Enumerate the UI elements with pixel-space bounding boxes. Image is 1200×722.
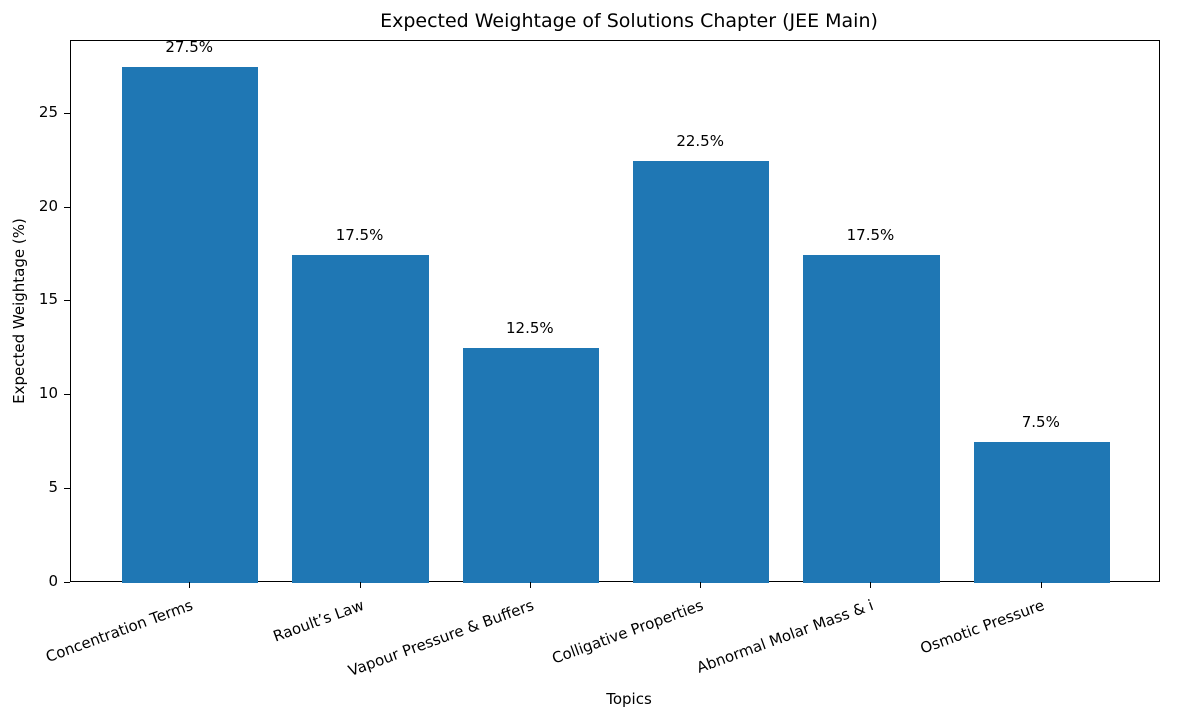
bar [803, 254, 940, 583]
x-tick [359, 582, 361, 588]
bar [122, 66, 259, 583]
y-tick-label: 25 [38, 102, 58, 121]
bar [633, 160, 770, 583]
x-tick-label: Concentration Terms [43, 596, 196, 666]
x-tick-label: Abnormal Molar Mass & i [694, 596, 877, 677]
y-tick-label: 0 [48, 572, 58, 590]
x-axis-title: Topics [606, 690, 652, 708]
x-tick-label: Vapour Pressure & Buffers [345, 596, 537, 680]
bar-value-label: 7.5% [1021, 413, 1060, 432]
y-tick-label: 15 [38, 290, 58, 309]
y-tick [64, 582, 70, 583]
bar [292, 254, 429, 583]
y-tick [64, 112, 70, 114]
x-tick [189, 582, 191, 588]
x-tick-label: Raoult’s Law [270, 596, 366, 646]
bar-value-label: 12.5% [506, 319, 554, 338]
bar [462, 348, 599, 583]
bar-value-label: 27.5% [165, 37, 214, 56]
x-tick [870, 582, 872, 588]
bar-value-label: 17.5% [846, 225, 895, 244]
chart-title: Expected Weightage of Solutions Chapter … [380, 10, 878, 32]
bar [973, 442, 1110, 583]
y-tick [64, 206, 70, 208]
x-tick-label: Osmotic Pressure [917, 596, 1047, 658]
x-tick [529, 582, 531, 588]
x-tick [700, 582, 702, 588]
y-tick-label: 20 [38, 196, 58, 215]
plot-area [70, 40, 1160, 583]
y-tick [64, 488, 70, 490]
y-tick [64, 300, 70, 302]
y-tick [64, 394, 70, 396]
x-tick-label: Colligative Properties [549, 596, 706, 668]
x-tick [1040, 582, 1042, 588]
bar-value-label: 22.5% [676, 131, 724, 150]
y-tick-label: 10 [38, 384, 58, 403]
bar-value-label: 17.5% [335, 225, 384, 244]
y-axis-title: Expected Weightage (%) [10, 218, 28, 404]
y-tick-label: 5 [48, 478, 58, 497]
